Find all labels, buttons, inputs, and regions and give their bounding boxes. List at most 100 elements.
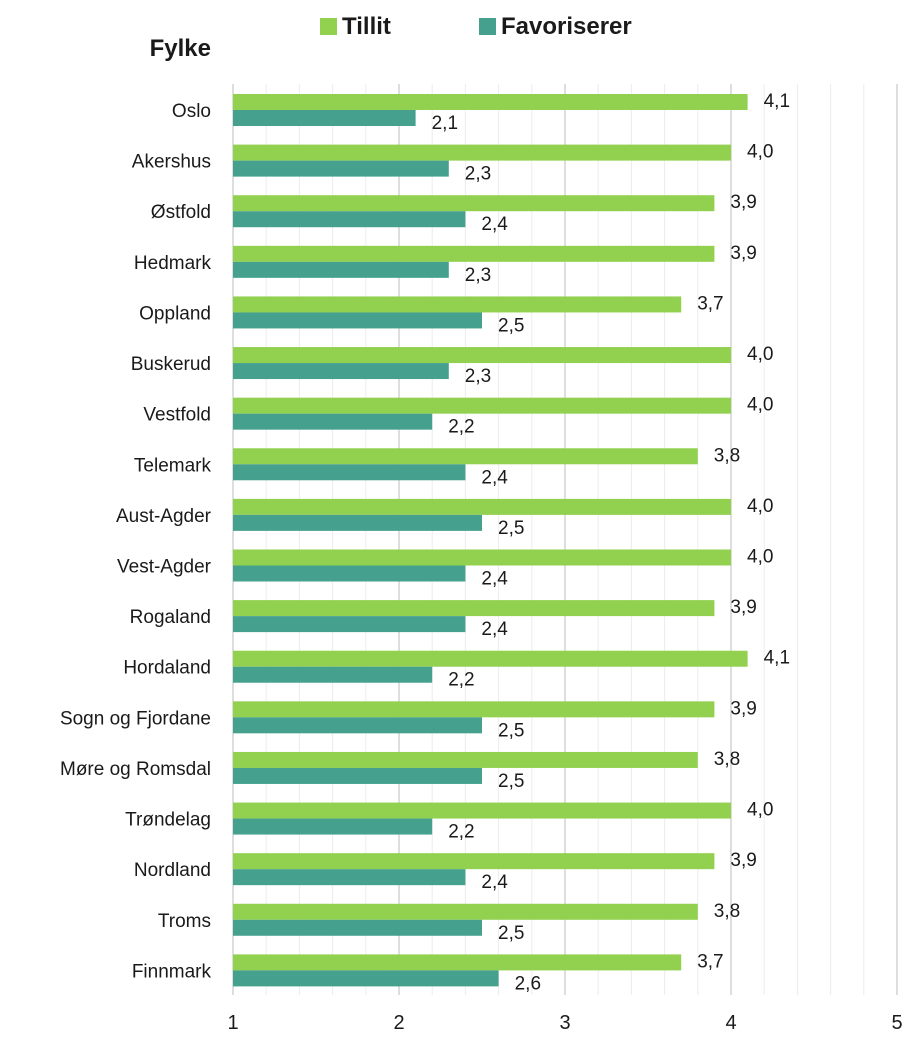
data-label-favoriserer-aust-agder: 2,5: [498, 518, 524, 539]
bar-tillit-aust-agder: [233, 498, 731, 515]
category-label-troms: Troms: [158, 911, 211, 932]
bars: [233, 94, 748, 987]
data-label-favoriserer-ostfold: 2,4: [481, 214, 508, 235]
data-label-favoriserer-more-og-romsdal: 2,5: [498, 771, 524, 792]
category-label-rogaland: Rogaland: [130, 607, 211, 628]
bar-tillit-ostfold: [233, 195, 715, 212]
bar-favoriserer-aust-agder: [233, 514, 482, 531]
x-tick-labels: 1 2 3 4 5: [227, 1012, 902, 1034]
bar-tillit-telemark: [233, 448, 698, 465]
category-label-trondelag: Trøndelag: [125, 810, 211, 831]
data-label-tillit-finnmark: 3,7: [697, 951, 723, 972]
category-label-more-og-romsdal: Møre og Romsdal: [60, 759, 211, 780]
bar-tillit-rogaland: [233, 600, 715, 617]
category-label-nordland: Nordland: [134, 860, 211, 881]
data-label-favoriserer-nordland: 2,4: [481, 872, 508, 893]
data-label-favoriserer-finnmark: 2,6: [515, 973, 541, 994]
data-label-favoriserer-troms: 2,5: [498, 923, 524, 944]
bar-favoriserer-akershus: [233, 160, 449, 177]
bar-favoriserer-sogn-og-fjordane: [233, 717, 482, 734]
data-label-favoriserer-akershus: 2,3: [465, 164, 491, 185]
data-label-tillit-trondelag: 4,0: [747, 800, 773, 821]
data-label-tillit-nordland: 3,9: [730, 850, 756, 871]
bar-favoriserer-trondelag: [233, 818, 433, 835]
data-label-tillit-ostfold: 3,9: [730, 192, 756, 213]
bar-tillit-hordaland: [233, 650, 748, 667]
data-label-favoriserer-buskerud: 2,3: [465, 366, 491, 387]
legend-label-tillit: Tillit: [342, 13, 391, 40]
legend: Tillit Favoriserer: [320, 13, 632, 40]
data-labels: 4,1 2,1 4,0 2,3 3,9 2,4 3,9 2,3 3,7 2,5 4,0 2,3 4,0 2…: [432, 91, 790, 994]
legend-swatch-tillit: [320, 18, 337, 35]
bar-favoriserer-oslo: [233, 110, 416, 126]
data-label-favoriserer-hedmark: 2,3: [465, 265, 491, 286]
data-label-tillit-hedmark: 3,9: [730, 243, 756, 264]
category-label-sogn-og-fjordane: Sogn og Fjordane: [60, 708, 211, 729]
bar-favoriserer-finnmark: [233, 970, 499, 987]
bar-tillit-akershus: [233, 144, 731, 161]
x-tick-label-2: 2: [393, 1012, 404, 1034]
data-label-tillit-vest-agder: 4,0: [747, 547, 773, 568]
bar-favoriserer-vestfold: [233, 413, 433, 430]
data-label-favoriserer-rogaland: 2,4: [481, 619, 508, 640]
category-label-ostfold: Østfold: [151, 202, 211, 223]
bar-favoriserer-vest-agder: [233, 565, 466, 582]
data-label-tillit-oppland: 3,7: [697, 293, 723, 314]
bar-favoriserer-buskerud: [233, 363, 449, 380]
gridlines: [232, 84, 898, 995]
category-label-finnmark: Finnmark: [132, 961, 212, 982]
bar-tillit-oslo: [233, 94, 748, 110]
category-label-hedmark: Hedmark: [134, 253, 212, 274]
data-label-tillit-buskerud: 4,0: [747, 344, 773, 365]
x-tick-label-1: 1: [227, 1012, 238, 1034]
legend-label-favoriserer: Favoriserer: [501, 13, 632, 40]
category-label-buskerud: Buskerud: [131, 354, 211, 375]
data-label-tillit-oslo: 4,1: [764, 91, 790, 112]
data-label-favoriserer-oppland: 2,5: [498, 315, 524, 336]
bar-favoriserer-nordland: [233, 869, 466, 886]
bar-tillit-trondelag: [233, 802, 731, 819]
category-label-aust-agder: Aust-Agder: [116, 506, 212, 527]
bar-favoriserer-rogaland: [233, 616, 466, 633]
data-label-favoriserer-vest-agder: 2,4: [481, 569, 508, 590]
data-label-tillit-hordaland: 4,1: [764, 648, 790, 669]
data-label-favoriserer-trondelag: 2,2: [448, 822, 474, 843]
data-label-favoriserer-vestfold: 2,2: [448, 417, 474, 438]
bar-tillit-nordland: [233, 853, 715, 870]
data-label-favoriserer-telemark: 2,4: [481, 467, 508, 488]
bar-favoriserer-troms: [233, 919, 482, 936]
category-label-vestfold: Vestfold: [143, 405, 211, 426]
bar-tillit-more-og-romsdal: [233, 751, 698, 768]
data-label-favoriserer-hordaland: 2,2: [448, 670, 474, 691]
data-label-favoriserer-oslo: 2,1: [432, 113, 458, 134]
category-label-akershus: Akershus: [132, 152, 211, 173]
data-label-tillit-aust-agder: 4,0: [747, 496, 773, 517]
bar-tillit-troms: [233, 903, 698, 920]
bar-tillit-vestfold: [233, 397, 731, 414]
bar-tillit-buskerud: [233, 347, 731, 364]
bar-favoriserer-telemark: [233, 464, 466, 481]
data-label-favoriserer-sogn-og-fjordane: 2,5: [498, 720, 524, 741]
data-label-tillit-akershus: 4,0: [747, 142, 773, 163]
bar-tillit-sogn-og-fjordane: [233, 701, 715, 718]
category-label-vest-agder: Vest-Agder: [117, 557, 212, 578]
bar-tillit-finnmark: [233, 954, 682, 971]
legend-swatch-favoriserer: [479, 18, 496, 35]
bar-tillit-hedmark: [233, 245, 715, 262]
bar-favoriserer-hedmark: [233, 261, 449, 278]
y-axis-title: Fylke: [150, 35, 211, 62]
data-label-tillit-troms: 3,8: [714, 901, 740, 922]
category-label-oppland: Oppland: [139, 303, 211, 324]
x-tick-label-3: 3: [559, 1012, 570, 1034]
x-tick-label-5: 5: [891, 1012, 902, 1034]
x-tick-label-4: 4: [725, 1012, 736, 1034]
bar-favoriserer-oppland: [233, 312, 482, 329]
data-label-tillit-rogaland: 3,9: [730, 597, 756, 618]
category-label-telemark: Telemark: [134, 455, 212, 476]
category-label-oslo: Oslo: [172, 101, 211, 122]
data-label-tillit-vestfold: 4,0: [747, 395, 773, 416]
bar-favoriserer-ostfold: [233, 211, 466, 228]
data-label-tillit-telemark: 3,8: [714, 445, 740, 466]
category-labels: Oslo Akershus Østfold Hedmark Oppland Buskeru…: [60, 101, 212, 982]
